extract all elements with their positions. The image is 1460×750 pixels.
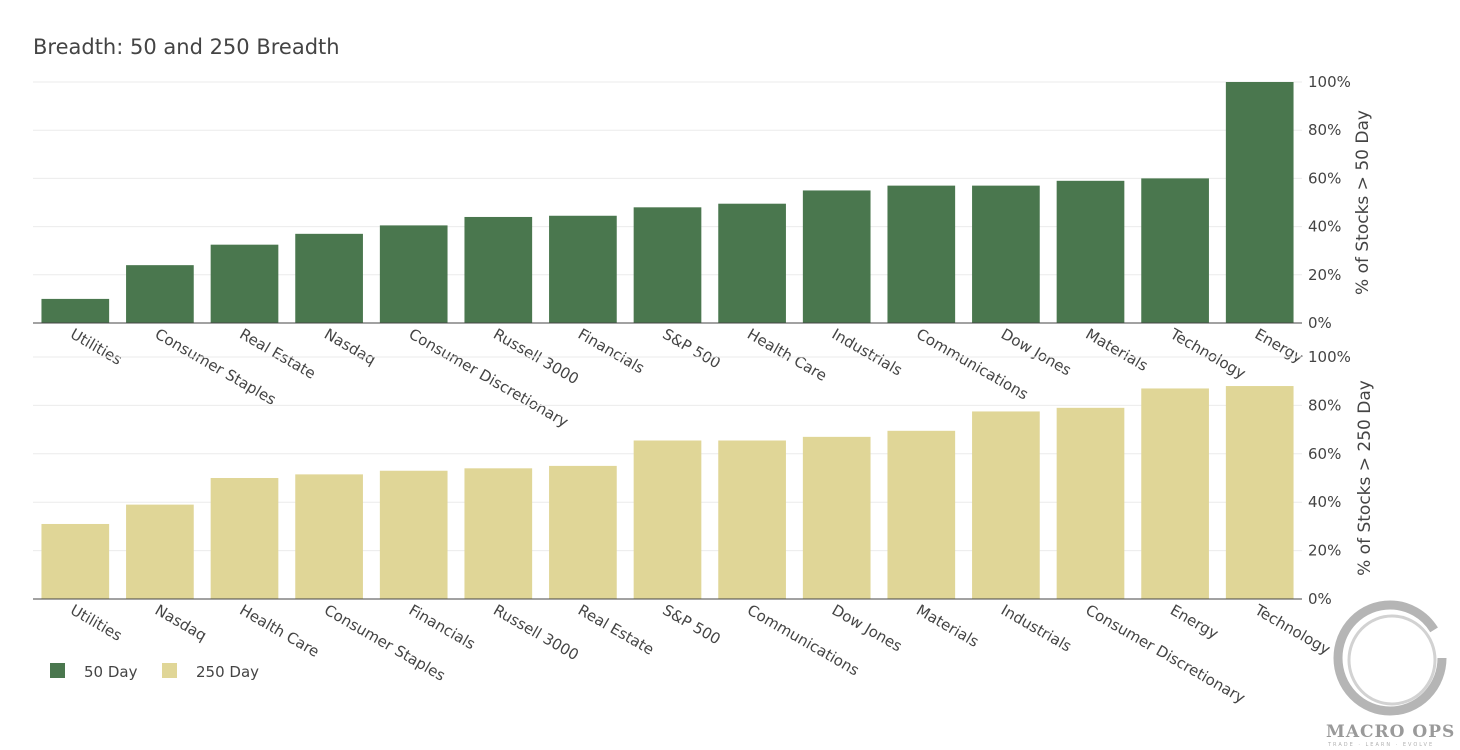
bar-russell-3000[interactable] [464, 468, 533, 599]
y-tick-label: 100% [1308, 73, 1351, 91]
y-tick-label: 40% [1308, 493, 1341, 511]
x-tick-label: Dow Jones [998, 325, 1075, 380]
y-tick-label: 0% [1308, 590, 1332, 608]
bar-real-estate[interactable] [210, 244, 279, 323]
panel-50-day: 0%20%40%60%80%100%Utilities Consumer Stap… [33, 73, 1373, 431]
x-tick-label: Technology [1251, 600, 1334, 658]
x-tick-label: Industrials [829, 325, 906, 380]
logo-tagline: TRADE · LEARN · EVOLVE [1327, 742, 1434, 748]
x-tick-label: Utilities [67, 325, 125, 369]
bar-real-estate[interactable] [549, 465, 617, 599]
y-tick-label: 0% [1308, 314, 1332, 332]
x-tick-label: Real Estate [575, 601, 657, 659]
bar-materials[interactable] [887, 430, 956, 599]
bar-consumer-discretionary[interactable] [1056, 407, 1125, 599]
bar-financials[interactable] [549, 215, 617, 323]
bar-nasdaq[interactable] [126, 504, 194, 599]
x-tick-label: Materials [1083, 325, 1152, 375]
x-tick-label: Financials [406, 601, 479, 653]
panel-250-day: 0% 20% 40% 60% 80% 100% Utilities Nasdaq Health … [33, 348, 1375, 707]
y-tick-label: 40% [1308, 218, 1341, 236]
y-tick-label: 20% [1308, 266, 1341, 284]
x-tick-label: S&P 500 [660, 325, 724, 372]
bar-consumer-staples[interactable] [295, 474, 363, 599]
legend-label-250-day: 250 Day [196, 663, 259, 681]
bar-russell-3000[interactable] [464, 216, 533, 323]
bar-dow-jones[interactable] [802, 436, 871, 599]
x-tick-label: Russell 3000 [490, 601, 582, 664]
bar-industrials[interactable] [972, 411, 1040, 599]
x-tick-label: Nasdaq [152, 601, 210, 645]
bar-utilities[interactable] [41, 523, 110, 599]
legend-swatch-250-day [162, 663, 177, 678]
bar-consumer-discretionary[interactable] [379, 225, 448, 323]
bar-technology[interactable] [1141, 178, 1209, 323]
chart-title: Breadth: 50 and 250 Breadth [33, 35, 340, 59]
bar-health-care[interactable] [718, 203, 786, 323]
bar-energy[interactable] [1141, 388, 1209, 599]
bar-sandp-500[interactable] [633, 207, 702, 323]
bar-communications[interactable] [718, 440, 786, 599]
logo-circle-inner [1347, 614, 1437, 706]
bar-sandp-500[interactable] [633, 440, 702, 599]
bar-financials[interactable] [379, 470, 448, 599]
bar-energy[interactable] [1225, 82, 1294, 323]
x-tick-label: Real Estate [237, 325, 319, 383]
logo-name: MACRO OPS [1326, 722, 1455, 742]
x-tick-label: Health Care [237, 601, 323, 661]
bar-health-care[interactable] [210, 478, 279, 599]
x-tick-label: Industrials [998, 601, 1075, 656]
x-tick-label: Financials [575, 325, 648, 377]
x-tick-label: Health Care [744, 325, 830, 385]
bar-technology[interactable] [1225, 386, 1294, 599]
y-tick-label: 80% [1308, 121, 1341, 139]
bar-dow-jones[interactable] [972, 185, 1040, 323]
x-tick-label: Utilities [67, 601, 125, 645]
legend: 50 Day 250 Day [50, 663, 259, 681]
y-tick-label: 20% [1308, 542, 1341, 560]
x-tick-label: Consumer Discretionary [1083, 601, 1249, 707]
x-tick-label: Energy [1252, 325, 1307, 367]
bar-materials[interactable] [1056, 180, 1125, 323]
x-tick-label: Materials [913, 601, 982, 651]
logo-circle [1333, 600, 1447, 716]
bar-utilities[interactable] [41, 298, 110, 323]
y-tick-label: 80% [1308, 396, 1341, 414]
y-tick-label: 60% [1308, 445, 1341, 463]
x-tick-label: Dow Jones [829, 601, 906, 656]
x-tick-label: Nasdaq [321, 325, 379, 369]
bar-nasdaq[interactable] [295, 233, 363, 323]
y-axis-label: % of Stocks > 50 Day [1353, 110, 1373, 295]
legend-swatch-50-day [50, 663, 65, 678]
legend-label-50-day: 50 Day [84, 663, 138, 681]
bar-communications[interactable] [887, 185, 956, 323]
legend-item-50-day[interactable]: 50 Day [50, 663, 138, 681]
x-tick-label: Energy [1167, 601, 1222, 643]
bar-consumer-staples[interactable] [126, 265, 194, 323]
macro-ops-logo: MACRO OPS TRADE · LEARN · EVOLVE [1326, 600, 1455, 748]
y-tick-label: 100% [1308, 348, 1351, 366]
x-tick-label: Technology [1166, 324, 1249, 382]
x-tick-label: S&P 500 [660, 601, 724, 648]
y-tick-label: 60% [1308, 169, 1341, 187]
legend-item-250-day[interactable]: 250 Day [162, 663, 259, 681]
x-tick-label: Consumer Discretionary [406, 325, 572, 431]
bar-industrials[interactable] [802, 190, 871, 323]
y-axis-label: % of Stocks > 250 Day [1355, 380, 1375, 576]
